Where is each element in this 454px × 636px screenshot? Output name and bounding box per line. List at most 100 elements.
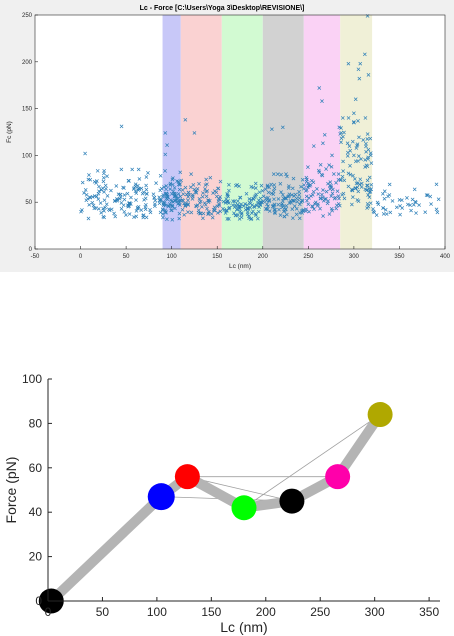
- scatter-point: [337, 125, 342, 130]
- scatter-point: [134, 209, 139, 213]
- scatter-point: [417, 203, 421, 207]
- scatter-point: [330, 153, 334, 158]
- scatter-point: [256, 209, 261, 214]
- scatter-point: [306, 165, 310, 169]
- scatter-point: [276, 197, 281, 201]
- scatter-point: [129, 195, 133, 200]
- scatter-point: [329, 185, 334, 190]
- scatter-point: [241, 204, 246, 209]
- scatter-point: [352, 177, 357, 181]
- scatter-point: [273, 211, 277, 216]
- scatter-point: [235, 182, 240, 187]
- force-path-segment-0: [46, 491, 167, 606]
- scatter-point: [198, 211, 202, 216]
- scatter-point: [287, 201, 292, 205]
- scatter-point: [291, 216, 295, 221]
- scatter-point: [341, 169, 345, 174]
- scatter-point: [163, 131, 168, 135]
- scatter-point: [102, 171, 106, 176]
- scatter-point: [334, 206, 339, 211]
- scatter-point: [109, 207, 114, 212]
- scatter-point: [157, 198, 162, 203]
- scatter-point: [161, 215, 165, 220]
- scatter-point: [363, 158, 368, 162]
- scatter-point: [119, 167, 124, 172]
- scatter-point: [291, 176, 296, 181]
- scatter-point: [203, 202, 208, 207]
- scatter-point: [356, 181, 360, 185]
- scatter-point: [284, 212, 289, 217]
- scatter-point: [80, 180, 85, 185]
- scatter-point: [197, 181, 201, 186]
- scatter-point: [192, 131, 197, 135]
- scatter-point: [352, 153, 356, 158]
- scatter-point: [251, 197, 256, 201]
- scatter-point: [192, 187, 197, 192]
- scatter-point: [255, 216, 260, 221]
- scatter-point: [178, 170, 183, 175]
- scatter-point: [223, 211, 228, 215]
- scatter-point: [105, 174, 109, 179]
- scatter-point: [251, 185, 255, 190]
- scatter-point: [365, 178, 370, 183]
- scatter-point: [289, 193, 294, 197]
- scatter-point: [173, 206, 177, 211]
- scatter-point: [348, 163, 352, 168]
- scatter-point: [340, 174, 345, 179]
- scatter-point: [364, 144, 368, 149]
- scatter-point: [257, 205, 262, 209]
- scatter-point: [204, 194, 209, 199]
- scatter-x-tick-label: 300: [349, 254, 360, 260]
- scatter-point: [246, 206, 251, 211]
- scatter-point: [351, 195, 355, 199]
- scatter-point: [232, 199, 237, 204]
- scatter-point: [368, 136, 373, 141]
- scatter-point: [366, 193, 370, 197]
- scatter-point: [169, 208, 174, 212]
- scatter-point: [87, 173, 91, 177]
- scatter-point: [279, 172, 283, 177]
- scatter-point: [365, 206, 369, 210]
- scatter-point: [355, 142, 360, 147]
- scatter-point: [101, 179, 106, 184]
- scatter-point: [181, 198, 185, 203]
- scatter-band-5: [340, 15, 373, 249]
- scatter-point: [177, 216, 182, 221]
- scatter-point: [253, 194, 258, 198]
- scatter-point: [122, 193, 127, 197]
- scatter-point: [272, 186, 277, 191]
- scatter-x-tick-label: 200: [258, 254, 269, 260]
- scatter-point: [355, 198, 360, 202]
- scatter-y-tick-label: 100: [22, 153, 33, 159]
- scatter-x-ticks: -50 0 50 100 150 200 250 300 350 400: [31, 246, 451, 260]
- scatter-point: [197, 200, 202, 205]
- scatter-point: [271, 189, 276, 194]
- scatter-point: [398, 204, 402, 208]
- scatter-point: [306, 185, 310, 190]
- scatter-point: [390, 199, 395, 203]
- scatter-point: [321, 195, 325, 200]
- scatter-point: [346, 61, 351, 66]
- scatter-point: [299, 200, 303, 204]
- scatter-point: [428, 194, 433, 199]
- scatter-point: [176, 192, 181, 196]
- scatter-point: [336, 202, 341, 206]
- scatter-point: [435, 210, 440, 215]
- scatter-point: [92, 206, 97, 211]
- scatter-point: [302, 186, 306, 191]
- scatter-point: [408, 203, 413, 208]
- scatter-point: [280, 192, 285, 197]
- force-path-point-5: [325, 464, 351, 490]
- scatter-point: [354, 181, 359, 186]
- scatter-x-tick-label: -50: [31, 254, 40, 260]
- scatter-point: [300, 177, 305, 182]
- scatter-point: [169, 192, 174, 196]
- scatter-point: [139, 208, 144, 212]
- scatter-point: [119, 201, 124, 205]
- scatter-point: [261, 194, 266, 199]
- scatter-point: [381, 206, 385, 210]
- scatter-point: [300, 198, 304, 203]
- scatter-point: [261, 199, 266, 204]
- scatter-point: [221, 206, 225, 211]
- force-path-point-4: [279, 488, 305, 514]
